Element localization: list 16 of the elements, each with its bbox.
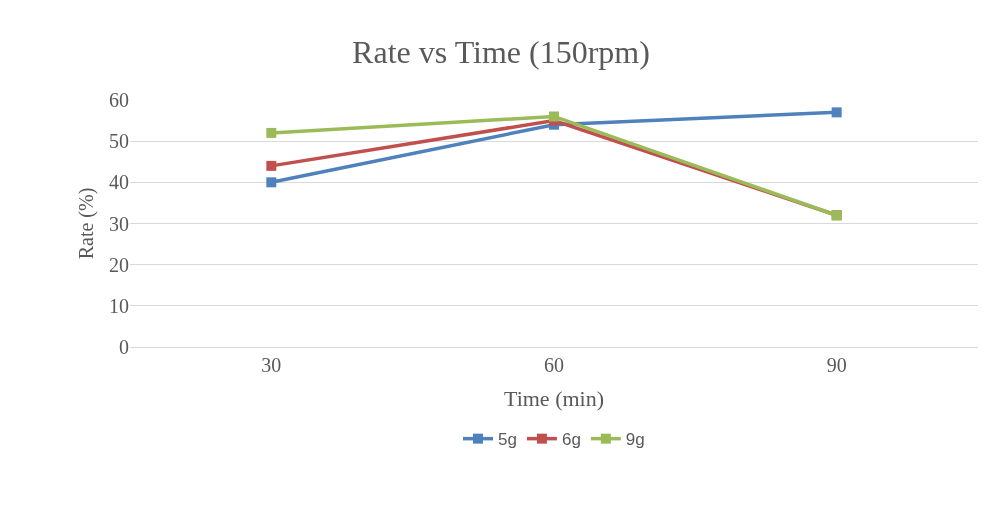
legend-label: 5g [498,430,517,450]
legend-label: 6g [561,430,581,450]
y-tick-label: 0 [119,336,129,358]
y-tick-label: 60 [109,89,129,111]
y-tick-label: 30 [109,212,129,235]
x-tick-label: 60 [544,354,564,376]
y-tick-label: 50 [109,130,129,153]
x-axis-title: Time (min) [503,385,605,411]
legend-label: 9g [625,430,645,450]
y-tick-label: 10 [109,294,129,317]
x-tick-label: 90 [826,354,847,376]
x-tick-label: 30 [261,354,282,376]
y-tick-label: 40 [109,171,129,194]
y-tick-label: 20 [109,253,129,276]
y-axis-title: Rate (%) [74,187,98,260]
chart-title: Rate vs Time (150rpm) [352,34,650,71]
